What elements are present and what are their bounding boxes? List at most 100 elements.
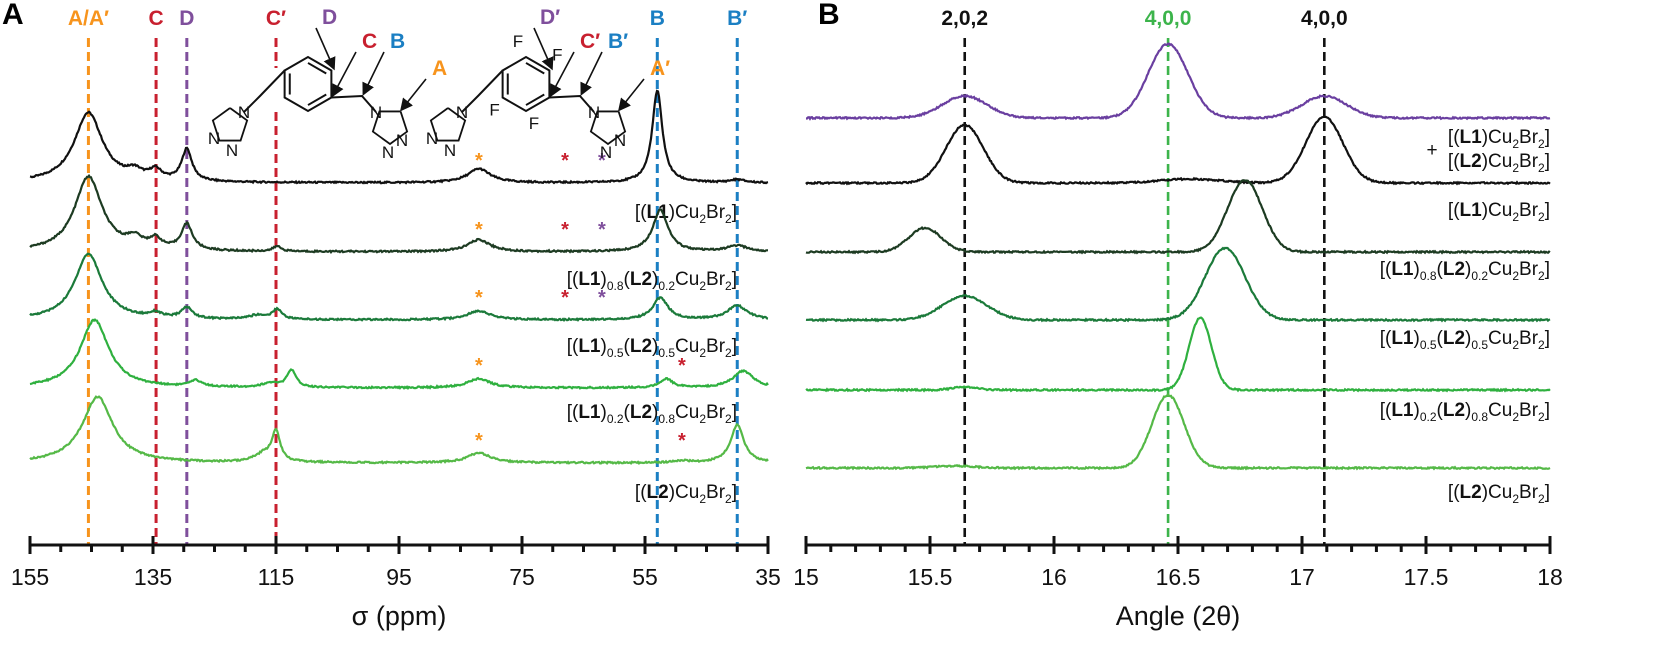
- asterisk-marker: *: [598, 219, 606, 241]
- label-part: )Cu: [1482, 127, 1513, 148]
- asterisk-marker: *: [598, 150, 606, 172]
- ref-line-label: 4,0,0: [1301, 7, 1348, 30]
- label-part: L1: [1460, 200, 1483, 221]
- ref-line-label: B: [650, 7, 665, 30]
- double-bond: [525, 62, 545, 75]
- atom-label: B: [390, 30, 405, 53]
- label-part: L2: [1443, 259, 1465, 280]
- label-part: 0.2: [658, 279, 675, 293]
- pxrd-trace: [805, 115, 1551, 186]
- nitrogen-atom: N: [426, 129, 438, 148]
- label-part: L2: [647, 482, 669, 503]
- atom-label: C′: [580, 30, 600, 53]
- ref-line-label: 4,0,0: [1145, 7, 1192, 30]
- label-part: 0.2: [1471, 269, 1488, 283]
- nmr-trace: [29, 318, 769, 390]
- label-part: (: [1437, 259, 1444, 280]
- fluorine-atom: F: [489, 101, 499, 120]
- label-part: 2: [725, 346, 732, 360]
- label-part: ]: [732, 269, 737, 290]
- atom-label: D′: [540, 6, 560, 29]
- label-part: 2: [725, 492, 732, 506]
- trace-label-bottom: [(L2)Cu2Br2]: [1448, 482, 1550, 506]
- label-part: L2: [1443, 328, 1465, 349]
- label-part: [(: [1448, 127, 1460, 148]
- label-part: 2: [1512, 269, 1519, 283]
- pxrd-trace: [806, 42, 1551, 121]
- label-part: 2: [1538, 492, 1545, 506]
- asterisk-marker: *: [561, 219, 569, 241]
- pointer-arrow: [315, 27, 336, 71]
- label-part: ]: [732, 336, 737, 357]
- methylene-link: [461, 69, 504, 113]
- x-tick-label: 75: [509, 564, 535, 590]
- ref-line-label: A/A′: [68, 7, 109, 30]
- double-bond: [525, 93, 545, 106]
- nitrogen-atom: N: [588, 103, 600, 122]
- asterisk-marker: *: [678, 430, 686, 452]
- label-part: Cu: [1488, 259, 1512, 280]
- label-part: ]: [1545, 200, 1550, 221]
- pointer-arrow: [533, 27, 554, 71]
- label-part: ]: [1545, 400, 1550, 421]
- label-part: )Cu: [669, 482, 700, 503]
- label-part: Br: [706, 202, 726, 223]
- pointer-arrow: [549, 51, 575, 98]
- label-part: ): [1414, 400, 1420, 421]
- nitrogen-atom: N: [444, 141, 456, 160]
- atom-label: B′: [608, 30, 628, 53]
- label-part: L2: [630, 269, 652, 290]
- label-part: 2: [699, 279, 706, 293]
- label-part: L1: [1460, 127, 1483, 148]
- triazole-ring: [211, 107, 249, 142]
- asterisk-marker: *: [475, 219, 483, 241]
- asterisk-marker: *: [475, 287, 483, 309]
- triazole-ring: [429, 107, 467, 142]
- label-part: ]: [732, 482, 737, 503]
- label-part: 0.5: [1420, 338, 1437, 352]
- nmr-trace: [29, 395, 769, 465]
- label-part: ): [652, 336, 658, 357]
- label-part: L1: [578, 269, 601, 290]
- label-part: ]: [1545, 259, 1550, 280]
- label-part: 2: [699, 412, 706, 426]
- label-part: Br: [706, 402, 726, 423]
- trace-label: [(L1)0.2(L2)0.8Cu2Br2]: [1380, 400, 1550, 424]
- pxrd-trace: [805, 246, 1551, 323]
- x-tick-label: 16: [1041, 564, 1067, 590]
- trace-label: [(L1)0.8(L2)0.2Cu2Br2]: [1380, 259, 1550, 283]
- label-part: 2: [725, 412, 732, 426]
- nitrogen-atom: N: [208, 129, 220, 148]
- label-part: [(: [1380, 328, 1392, 349]
- label-part: )Cu: [669, 202, 700, 223]
- label-part: 0.8: [1420, 269, 1437, 283]
- label-part: ): [601, 336, 607, 357]
- label-part: Br: [1519, 328, 1539, 349]
- label-part: ): [601, 402, 607, 423]
- label-part: [(: [567, 336, 579, 357]
- pointer-arrow: [618, 78, 645, 112]
- label-part: 0.2: [607, 412, 624, 426]
- label-part: L1: [1391, 259, 1414, 280]
- x-tick-label: 35: [755, 564, 781, 590]
- asterisk-marker: *: [475, 150, 483, 172]
- nitrogen-atom: N: [600, 143, 612, 162]
- label-part: (: [1437, 400, 1444, 421]
- asterisk-marker: *: [475, 430, 483, 452]
- pointer-arrow: [400, 78, 427, 112]
- label-part: ]: [1545, 151, 1550, 172]
- label-part: L2: [1460, 482, 1482, 503]
- label-part: ]: [1545, 482, 1550, 503]
- label-part: ]: [1545, 127, 1550, 148]
- panel-b-letter: B: [818, 0, 840, 31]
- label-part: Cu: [675, 336, 699, 357]
- x-tick-label: 15: [793, 564, 819, 590]
- x-axis-title: σ (ppm): [352, 601, 447, 631]
- nmr-trace: [29, 89, 769, 185]
- pxrd-trace: [805, 179, 1551, 255]
- x-tick-label: 15.5: [908, 564, 953, 590]
- label-part: [(: [1448, 151, 1460, 172]
- label-part: 2: [1538, 137, 1545, 151]
